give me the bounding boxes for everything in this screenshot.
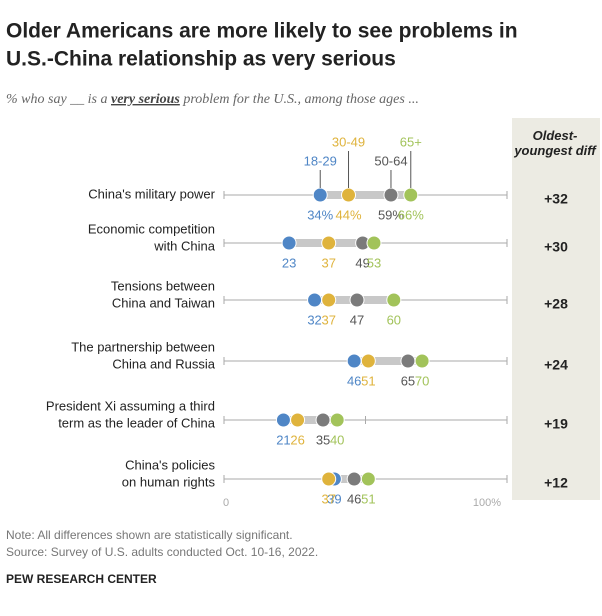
value-label: 40: [330, 432, 344, 447]
dot: [403, 187, 419, 203]
dot: [400, 353, 416, 369]
value-label: 47: [350, 312, 364, 327]
value-label: 51: [361, 491, 375, 506]
diff-column-bg: [512, 118, 600, 500]
value-label: 70: [415, 373, 429, 388]
category-label: Economic competition: [88, 221, 215, 236]
legend-label: 50-64: [374, 153, 407, 168]
dot: [315, 412, 331, 428]
subtitle-part: % who say __ is a: [6, 92, 111, 107]
value-label: 65: [401, 373, 415, 388]
category-label: Tensions between: [111, 278, 215, 293]
value-label: 35: [316, 432, 330, 447]
diff-value: +30: [544, 239, 568, 255]
diff-value: +12: [544, 475, 568, 491]
legend-label: 65+: [400, 134, 422, 149]
dot: [290, 412, 306, 428]
value-label: 46: [347, 491, 361, 506]
diff-value: +19: [544, 416, 568, 432]
legend-label: 30-49: [332, 134, 365, 149]
category-label: with China: [153, 238, 215, 253]
x-tick-label: 100%: [473, 497, 501, 509]
subtitle: % who say __ is a very serious problem f…: [6, 92, 419, 107]
dot: [366, 235, 382, 251]
note: Note: All differences shown are statisti…: [6, 528, 293, 542]
subtitle-emphasis: very serious: [111, 92, 180, 107]
dot: [386, 292, 402, 308]
category-label: term as the leader of China: [58, 415, 216, 430]
category-label: President Xi assuming a third: [46, 398, 215, 413]
value-label: 37: [321, 312, 335, 327]
dot: [383, 187, 399, 203]
diff-value: +32: [544, 191, 568, 207]
title-line: U.S.-China relationship as very serious: [6, 48, 396, 71]
category-label: The partnership between: [71, 339, 215, 354]
value-label: 37: [321, 491, 335, 506]
category-label: on human rights: [122, 474, 216, 489]
value-label: 21: [276, 432, 290, 447]
dot: [360, 353, 376, 369]
dot: [329, 412, 345, 428]
diff-header: Oldest-youngest diff: [514, 128, 596, 158]
value-label: 46: [347, 373, 361, 388]
dot: [321, 292, 337, 308]
category-label: China and Taiwan: [112, 295, 215, 310]
value-label: 53: [367, 255, 381, 270]
dot: [414, 353, 430, 369]
dot: [341, 187, 357, 203]
category-label: China's military power: [88, 186, 215, 201]
value-label: 23: [282, 255, 296, 270]
category-label: China and Russia: [112, 356, 215, 371]
value-label: 51: [361, 373, 375, 388]
dot: [307, 292, 323, 308]
title-line: Older Americans are more likely to see p…: [6, 20, 518, 43]
dot: [349, 292, 365, 308]
dot: [346, 471, 362, 487]
dot: [275, 412, 291, 428]
dot: [346, 353, 362, 369]
value-label: 34%: [307, 207, 333, 222]
value-label: 66%: [398, 207, 424, 222]
x-tick-label: 0: [223, 497, 229, 509]
dot: [312, 187, 328, 203]
value-label: 39: [327, 491, 341, 506]
note: Source: Survey of U.S. adults conducted …: [6, 545, 318, 559]
dot: [321, 235, 337, 251]
subtitle-part: problem for the U.S., among those ages .…: [180, 92, 419, 107]
value-label: 32: [307, 312, 321, 327]
value-label: 49: [355, 255, 369, 270]
diff-value: +24: [544, 357, 568, 373]
legend-label: 18-29: [304, 153, 337, 168]
value-label: 44%: [336, 207, 362, 222]
source: PEW RESEARCH CENTER: [6, 572, 157, 586]
category-label: China's policies: [125, 457, 215, 472]
value-label: 26: [290, 432, 304, 447]
dot: [321, 471, 337, 487]
dot: [360, 471, 376, 487]
value-label: 59%: [378, 207, 404, 222]
value-label: 37: [321, 255, 335, 270]
dot: [281, 235, 297, 251]
value-label: 60: [387, 312, 401, 327]
diff-value: +28: [544, 296, 568, 312]
